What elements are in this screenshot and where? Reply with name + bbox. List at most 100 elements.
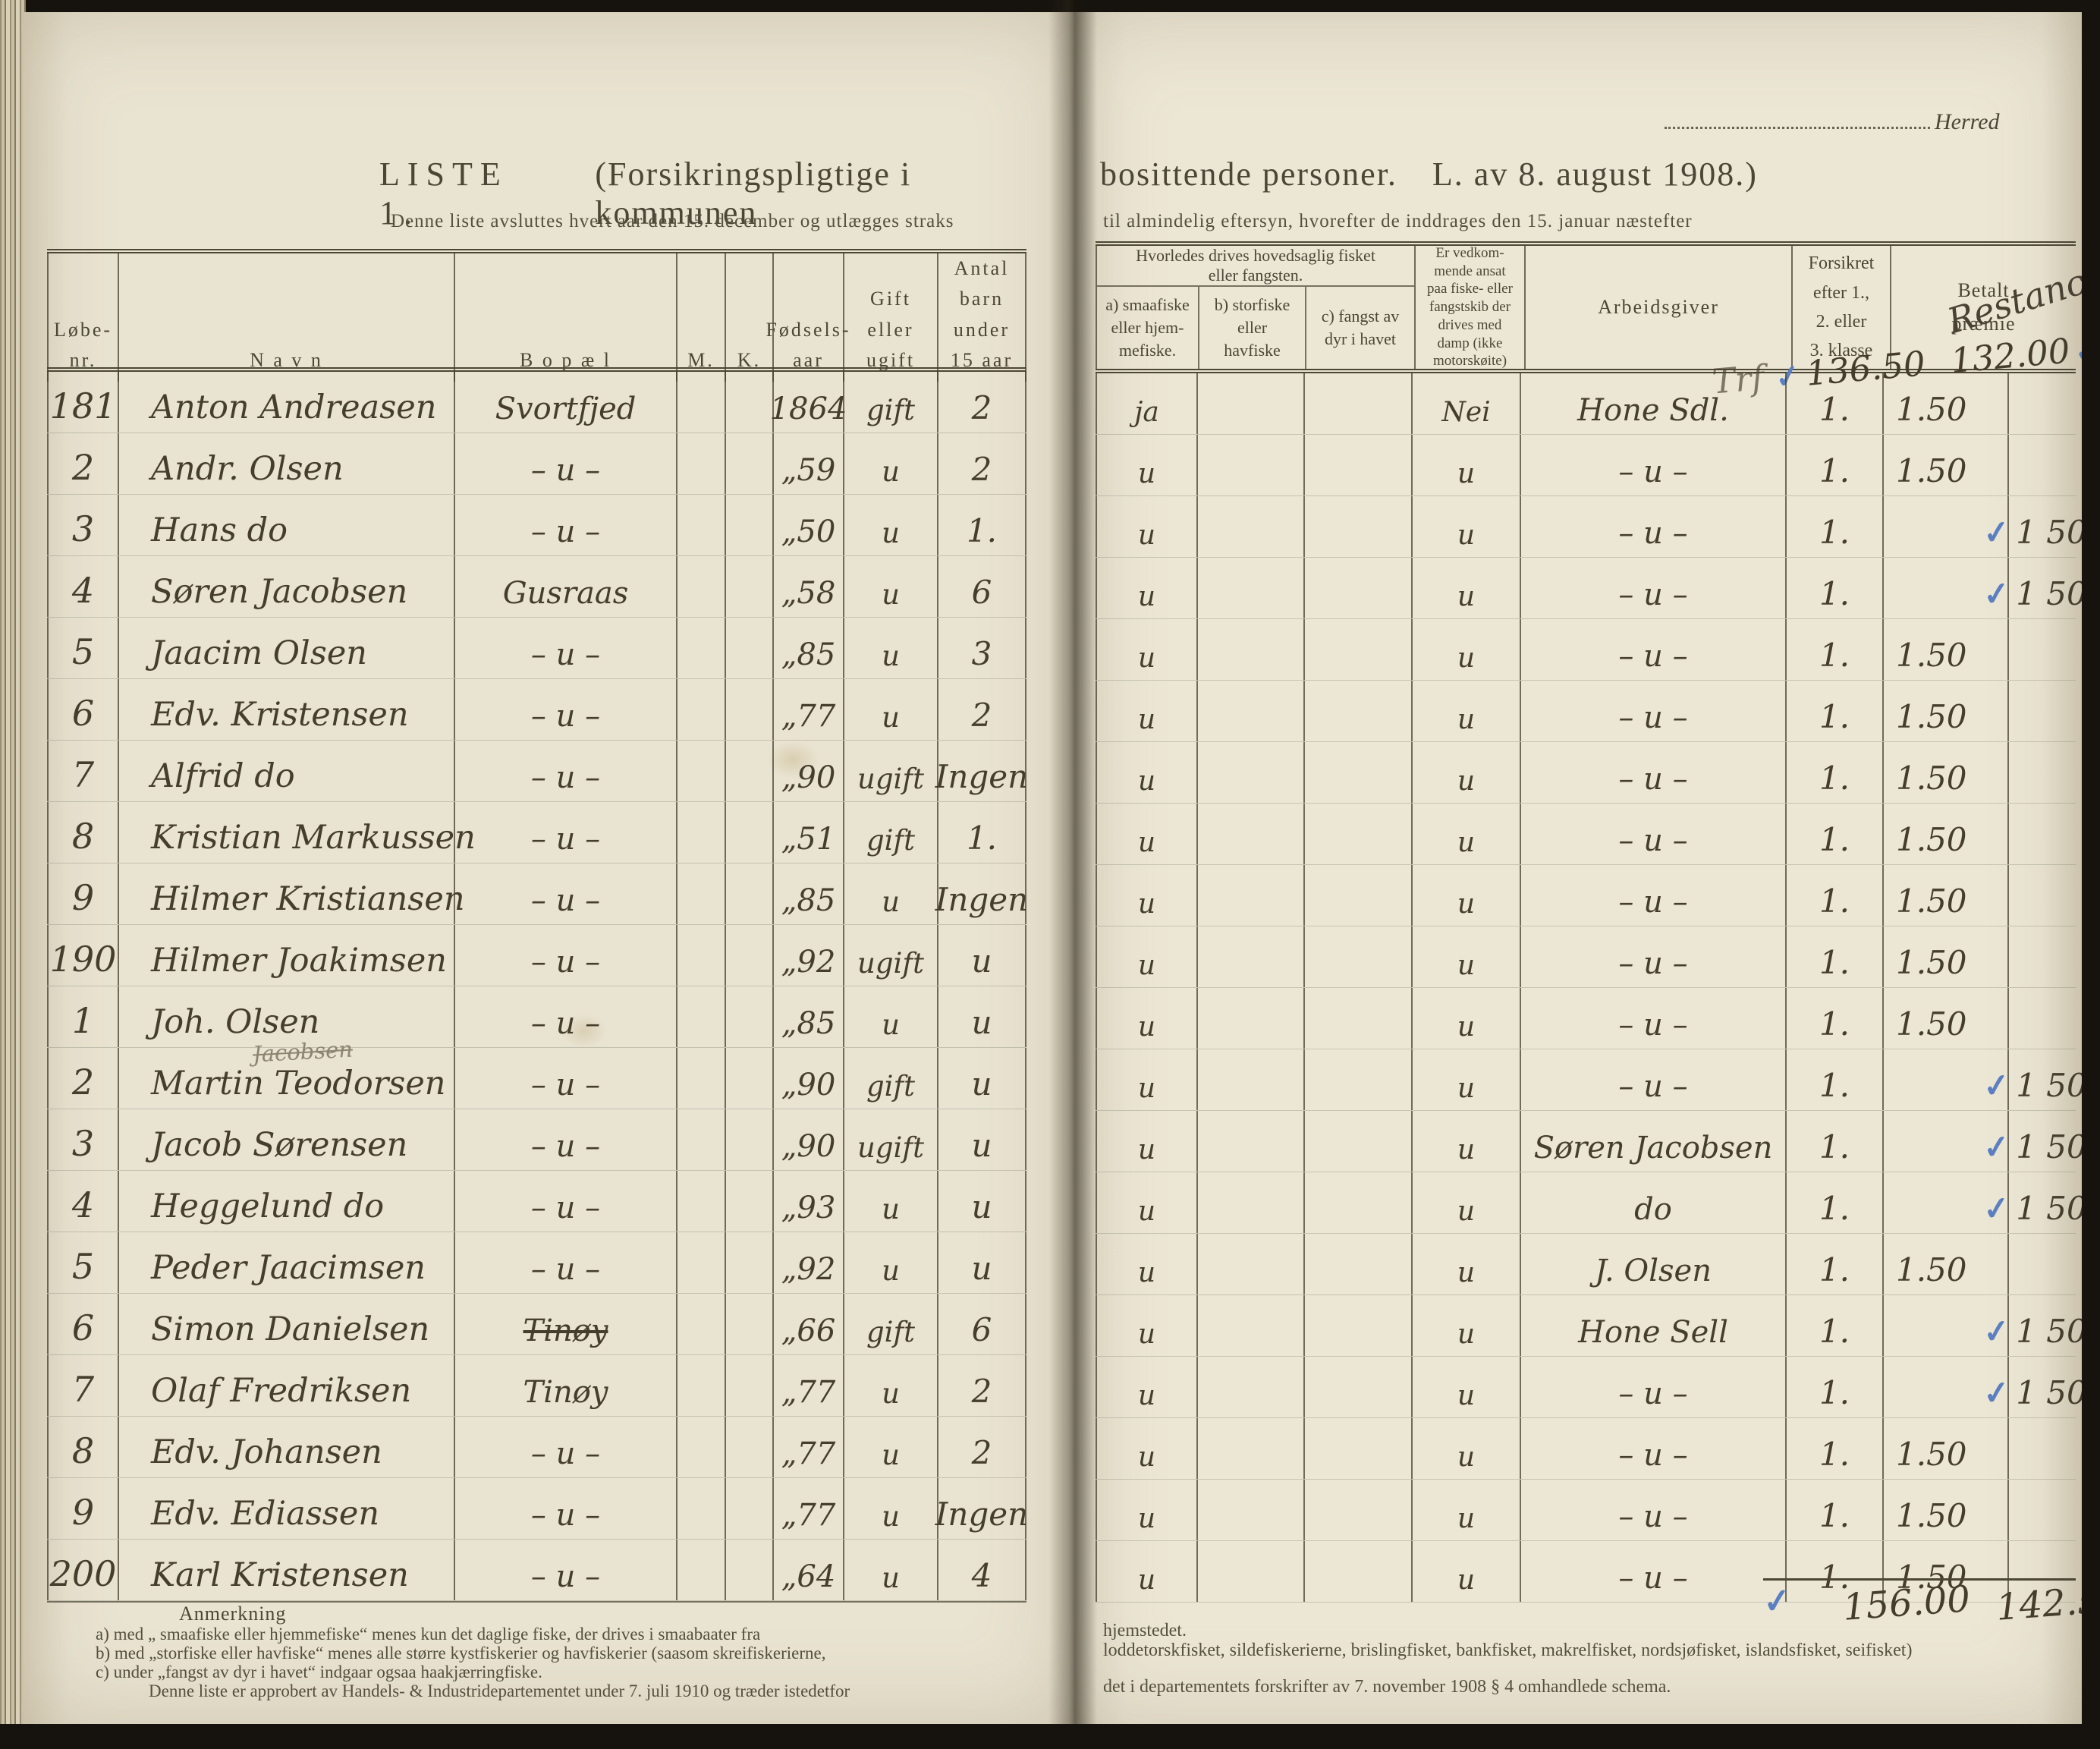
arbeidsgiver-value: J. Olsen	[1521, 1234, 1787, 1294]
table-row: 3 Jacob Sørensen – u – „90 ugift u	[47, 1109, 1026, 1171]
k-cell	[726, 1294, 774, 1354]
fodselsaar-value: „66	[774, 1294, 844, 1354]
klasse-value: 1.	[1787, 1541, 1884, 1602]
restance-value	[1983, 804, 2050, 864]
table-row: 6 Edv. Kristensen – u – „77 u 2	[47, 679, 1026, 741]
storfiske-cell	[1198, 1418, 1305, 1479]
footnote-c: c) under „fangst av dyr i havet“ indgaar…	[96, 1662, 542, 1681]
smaafiske-value: u	[1096, 1234, 1198, 1294]
lobenr-value: 3	[47, 495, 119, 555]
smaafiske-value: u	[1096, 804, 1198, 864]
premie-value	[1884, 1049, 2009, 1110]
col-group-fisket: Hvorledes drives hovedsaglig fisket elle…	[1096, 246, 1416, 369]
klasse-value: 1.	[1787, 496, 1884, 557]
title-liste: LISTE 1.	[379, 156, 508, 231]
bopael-value: – u –	[455, 1417, 677, 1477]
navn-value: Simon Danielsen	[119, 1294, 455, 1354]
barn-value: u	[938, 986, 1026, 1047]
navn-value: Joh. Olsen	[119, 986, 455, 1047]
restance-value: ✓ 1 50	[1981, 1127, 2087, 1167]
page-right: Herred bosittende personer. L. av 8. aug…	[1073, 12, 2100, 1725]
premie-value: 1.50	[1884, 926, 2009, 987]
col-header-arbeidsgiver: Arbeidsgiver	[1526, 246, 1793, 369]
restance-value: ✓ 1 50	[1981, 1373, 2087, 1413]
check-icon: ✓	[1981, 1188, 2012, 1228]
dampskib-value: u	[1413, 1234, 1521, 1294]
left-table: Løbe- nr. N a v n B o p æ l M. K. Fødsel…	[47, 249, 1028, 1603]
klasse-value: 1.	[1787, 988, 1884, 1049]
k-cell	[726, 1355, 774, 1416]
check-icon: ✓	[1981, 1065, 2012, 1106]
fodselsaar-value: „85	[774, 863, 844, 924]
restance-value	[1983, 1234, 2050, 1294]
fangst-cell	[1305, 1357, 1413, 1417]
fangst-cell	[1305, 865, 1413, 926]
table-row: 9 Hilmer Kristiansen – u – „85 u Ingen	[47, 863, 1028, 925]
bopael-value: – u –	[455, 1540, 677, 1600]
lobenr-value: 1	[47, 986, 119, 1047]
smaafiske-value: ja	[1096, 373, 1198, 434]
dampskib-value: u	[1413, 926, 1521, 987]
m-cell	[677, 863, 726, 924]
klasse-value: 1.	[1787, 373, 1884, 434]
klasse-value: 1.	[1787, 1049, 1884, 1110]
storfiske-cell	[1198, 681, 1305, 741]
gift-value: u	[844, 1355, 938, 1416]
k-cell	[726, 863, 774, 924]
dampskib-value: u	[1413, 1295, 1521, 1356]
k-cell	[726, 986, 774, 1047]
table-row: 2 Andr. Olsen – u – „59 u 2	[47, 433, 1026, 495]
premie-value: 1.50	[1884, 435, 2009, 495]
fangst-cell	[1305, 558, 1413, 618]
subtitle-right: til almindelig eftersyn, hvorefter de in…	[1103, 211, 1693, 231]
title-left-rest: (Forsikringspligtige i kommunen	[595, 156, 912, 231]
pencil-note: Jacobsen	[252, 1036, 354, 1068]
premie-value: 1.50	[1884, 619, 2009, 680]
scan-bottom-edge	[0, 1724, 2100, 1749]
lobenr-value: 7	[47, 741, 119, 801]
arbeidsgiver-value: – u –	[1521, 681, 1787, 741]
premie-value: 1.50	[1884, 865, 2009, 926]
restance-value	[1983, 373, 2050, 434]
fodselsaar-value: „77	[774, 1417, 844, 1477]
fangst-cell	[1305, 681, 1413, 741]
table-row: ja Nei Hone Sdl. 1. 1.50	[1096, 373, 2076, 435]
dampskib-value: u	[1413, 804, 1521, 864]
arbeidsgiver-value: – u –	[1521, 988, 1787, 1049]
smaafiske-value: u	[1096, 865, 1198, 926]
k-cell	[726, 1109, 774, 1170]
dampskib-value: u	[1413, 1049, 1521, 1110]
arbeidsgiver-value: – u –	[1521, 1480, 1787, 1540]
navn-value: Heggelund do	[119, 1171, 455, 1232]
premie-value: 1.50	[1884, 804, 2009, 864]
table-row: u u Hone Sell 1. ✓ 1 50	[1096, 1295, 2087, 1357]
page-left: LISTE 1. (Forsikringspligtige i kommunen…	[23, 12, 1073, 1725]
dampskib-value: u	[1413, 1172, 1521, 1233]
lobenr-value: 3	[47, 1109, 119, 1170]
navn-value: Jacobsen Martin Teodorsen	[119, 1037, 455, 1109]
barn-value: 2	[938, 1355, 1026, 1416]
table-row: u u – u – 1. 1.50	[1096, 926, 2076, 988]
barn-value: Ingen	[935, 741, 1028, 801]
smaafiske-value: u	[1096, 496, 1198, 557]
navn-value: Edv. Kristensen	[119, 679, 455, 740]
arbeidsgiver-value: – u –	[1521, 1357, 1787, 1417]
k-cell	[726, 925, 774, 986]
table-row: 8 Edv. Johansen – u – „77 u 2	[47, 1417, 1026, 1478]
fodselsaar-value: „58	[774, 556, 844, 617]
table-row: u u – u – 1. 1.50	[1096, 988, 2076, 1049]
page-title-right: bosittende personer. L. av 8. august 190…	[1100, 155, 1758, 193]
premie-value: 1.50	[1884, 988, 2009, 1049]
k-cell	[726, 1171, 774, 1232]
scan-right-edge	[2082, 0, 2100, 1749]
klasse-value: 1.	[1787, 681, 1884, 741]
restance-value: ✓ 1 50	[1981, 512, 2087, 552]
bopael-value: – u –	[455, 1478, 677, 1539]
restance-value: ✓ 1 50	[1981, 1065, 2087, 1106]
right-table-body: ja Nei Hone Sdl. 1. 1.50 u u – u – 1. 1.…	[1096, 373, 2087, 1603]
dampskib-value: u	[1413, 1541, 1521, 1602]
fangst-cell	[1305, 804, 1413, 864]
restance-value	[1983, 988, 2050, 1049]
storfiske-cell	[1198, 926, 1305, 987]
premie-value	[1884, 1172, 2009, 1233]
